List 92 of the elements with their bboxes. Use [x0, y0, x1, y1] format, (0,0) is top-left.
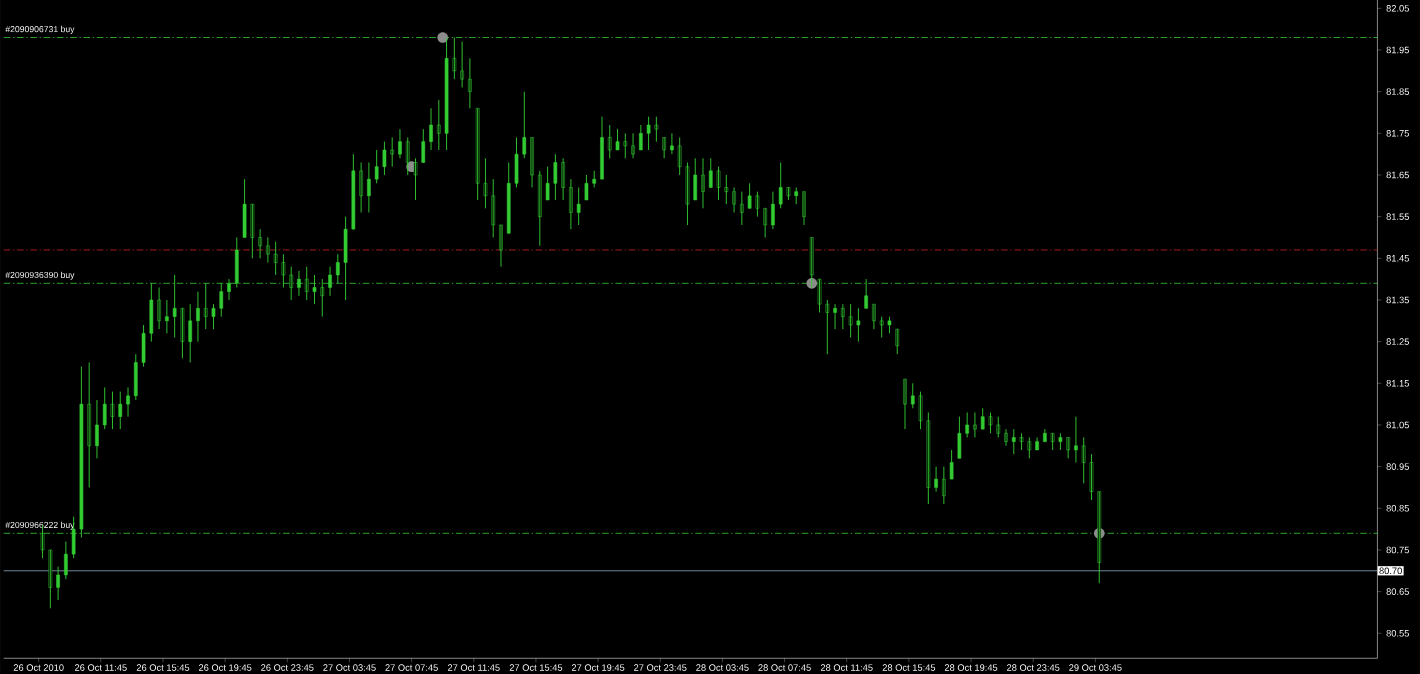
x-tick-label: 28 Oct 15:45 — [882, 664, 936, 671]
candlestick — [592, 170, 597, 188]
candlestick — [110, 391, 115, 430]
candlestick — [514, 136, 519, 188]
candlestick — [786, 186, 791, 201]
candlestick — [250, 203, 255, 259]
x-tick-label: 26 Oct 2010 — [13, 664, 64, 671]
candlestick — [390, 136, 395, 168]
y-tick-label: 80.95 — [1386, 463, 1409, 470]
candlestick — [677, 136, 682, 176]
x-tick-label: 28 Oct 07:45 — [758, 664, 811, 671]
y-tick-label: 80.65 — [1386, 588, 1409, 595]
y-tick-label: 81.75 — [1386, 129, 1409, 137]
y-tick-label: 80.75 — [1386, 546, 1409, 554]
y-tick-label: 81.05 — [1386, 421, 1409, 429]
candlestick — [778, 161, 783, 209]
candlestick — [211, 303, 216, 330]
candlestick — [996, 416, 1001, 438]
ref-line-label: 80.70 — [1379, 567, 1402, 574]
y-tick-label: 82.05 — [1386, 4, 1409, 12]
candlestick — [374, 149, 379, 184]
x-tick-label: 26 Oct 19:45 — [198, 664, 252, 671]
candlestick — [1050, 432, 1055, 451]
candlestick — [483, 157, 488, 209]
x-tick-label: 27 Oct 11:45 — [447, 664, 500, 671]
x-tick-label: 26 Oct 11:45 — [74, 664, 127, 671]
candlestick — [980, 407, 985, 430]
candlestick — [553, 153, 558, 201]
candlestick — [685, 161, 690, 226]
x-tick-label: 26 Oct 23:45 — [261, 664, 314, 671]
candlestick — [615, 128, 620, 151]
candlestick — [382, 141, 387, 176]
candlestick — [926, 411, 931, 505]
candlestick — [747, 182, 752, 209]
y-tick-label: 80.85 — [1386, 504, 1409, 512]
candlestick — [242, 178, 247, 238]
candlestick — [475, 107, 480, 201]
x-tick-label: 28 Oct 19:45 — [944, 664, 998, 671]
candlestick — [351, 153, 356, 230]
candlestick — [887, 316, 892, 334]
candlestick — [273, 241, 278, 276]
y-tick-label: 80.55 — [1386, 629, 1409, 637]
candlestick — [965, 411, 969, 438]
candlestick — [1058, 432, 1063, 451]
candlestick — [957, 416, 962, 459]
ref-line-label: #2090906731 buy — [5, 25, 75, 34]
candlestick — [436, 99, 441, 151]
candlestick — [724, 174, 729, 205]
x-tick-label: 27 Oct 23:45 — [634, 664, 687, 671]
y-tick-label: 81.85 — [1386, 88, 1409, 95]
candlestick — [1019, 432, 1024, 451]
candlestick — [1089, 453, 1094, 501]
y-tick-label: 81.35 — [1386, 296, 1409, 304]
point — [437, 32, 449, 43]
candlestick — [755, 191, 760, 218]
y-tick-label: 81.45 — [1386, 254, 1409, 262]
y-tick-label: 81.55 — [1386, 213, 1409, 220]
candlestick — [879, 316, 884, 338]
candlestick — [646, 116, 651, 151]
candlestick — [48, 549, 53, 609]
candlestick — [848, 303, 853, 338]
ref-line-label: #2090936390 buy — [5, 271, 75, 280]
candlestick — [949, 449, 954, 480]
candlestick — [1027, 436, 1032, 459]
candlestick — [856, 307, 861, 342]
candlestick — [584, 174, 589, 201]
x-tick-label: 27 Oct 19:45 — [571, 664, 625, 671]
candlestick — [918, 391, 923, 430]
candlestick — [654, 116, 659, 143]
y-tick-label: 81.25 — [1386, 338, 1409, 345]
candlestick — [716, 166, 721, 201]
candlestick — [102, 386, 107, 430]
x-tick-label: 26 Oct 15:45 — [136, 664, 190, 671]
x-tick-label: 29 Oct 03:45 — [1069, 664, 1122, 671]
candlestick — [910, 382, 915, 409]
x-tick-label: 28 Oct 11:45 — [820, 664, 873, 671]
x-tick-label: 27 Oct 03:45 — [323, 664, 376, 671]
candlestick — [825, 299, 830, 355]
candlestick — [180, 307, 185, 359]
x-tick-label: 28 Oct 03:45 — [696, 664, 749, 671]
candlestick — [576, 186, 581, 226]
y-tick-label: 81.65 — [1386, 171, 1409, 179]
x-tick-label: 27 Oct 15:45 — [509, 664, 563, 671]
candlestick — [141, 324, 146, 367]
candlestick — [545, 166, 550, 201]
candlestick — [444, 36, 449, 151]
candlestick — [988, 411, 993, 434]
y-tick-label: 81.95 — [1386, 46, 1409, 54]
x-tick-label: 28 Oct 23:45 — [1007, 664, 1060, 671]
y-tick-label: 81.15 — [1386, 379, 1409, 387]
x-tick-label: 27 Oct 07:45 — [385, 664, 438, 671]
candlestick — [413, 157, 418, 201]
